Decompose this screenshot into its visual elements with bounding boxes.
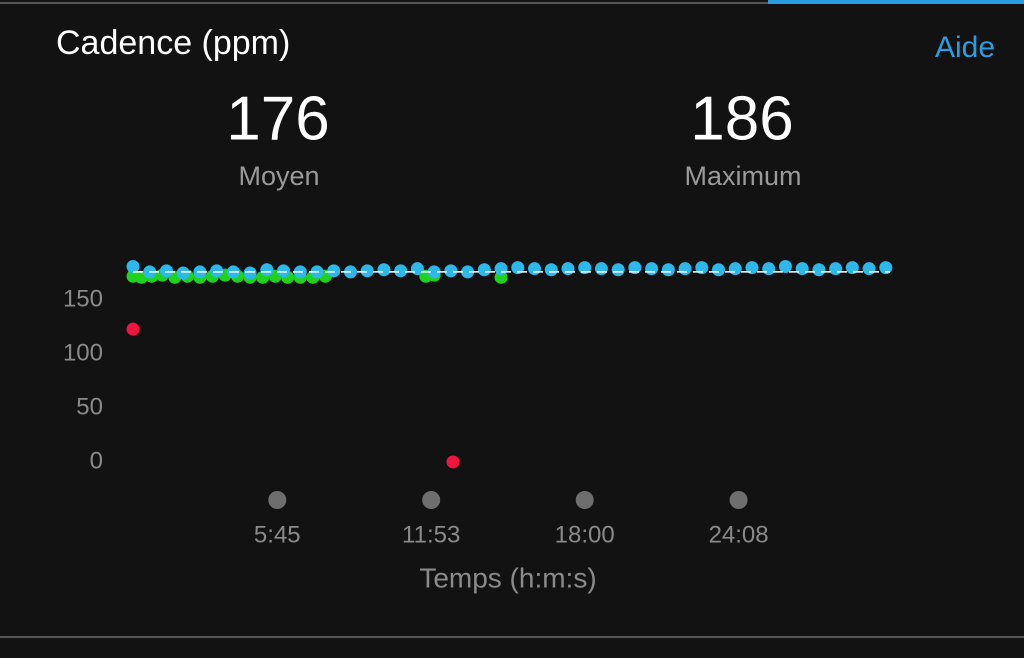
card-title: Cadence (ppm)	[56, 24, 290, 62]
data-point	[778, 260, 792, 274]
x-tick-dot	[729, 491, 748, 509]
data-point	[260, 263, 274, 277]
x-tick-label: 5:45	[254, 521, 301, 548]
x-tick-dot	[575, 491, 594, 509]
data-point	[159, 264, 173, 278]
data-point	[360, 264, 374, 278]
data-point	[795, 262, 809, 276]
x-axis-label: Temps (h:m:s)	[419, 562, 596, 593]
data-point	[578, 261, 592, 275]
data-point	[427, 265, 441, 279]
data-point	[410, 262, 424, 276]
data-point	[126, 322, 140, 336]
data-point	[243, 266, 257, 280]
data-point	[845, 261, 859, 275]
data-point	[544, 263, 558, 277]
data-point	[862, 262, 876, 276]
stat-value: 176	[226, 84, 329, 153]
data-point	[446, 455, 460, 469]
data-point	[511, 261, 525, 275]
data-point	[611, 263, 625, 277]
data-point	[126, 260, 140, 274]
data-point	[444, 264, 458, 278]
data-point	[628, 261, 642, 275]
data-point	[712, 263, 726, 277]
x-tick-label: 18:00	[555, 521, 615, 548]
x-tick-label: 11:53	[402, 521, 460, 548]
data-point	[812, 263, 826, 277]
data-point	[377, 263, 391, 277]
data-point	[461, 265, 475, 279]
stat-label: Moyen	[238, 161, 319, 191]
data-point	[477, 263, 491, 277]
data-point	[494, 262, 508, 276]
help-link[interactable]: Aide	[935, 31, 995, 64]
x-tick-dot	[268, 491, 287, 509]
data-point	[327, 264, 341, 278]
y-tick-label: 150	[63, 285, 103, 312]
data-point	[528, 262, 542, 276]
data-point	[594, 262, 608, 276]
stat-label: Maximum	[684, 161, 801, 191]
data-point	[695, 261, 709, 275]
data-point	[645, 262, 659, 276]
data-point	[762, 262, 776, 276]
data-point	[277, 264, 291, 278]
stat-value: 186	[690, 84, 793, 153]
data-point	[678, 262, 692, 276]
y-tick-label: 100	[63, 339, 103, 366]
data-point	[210, 264, 224, 278]
data-point	[745, 261, 759, 275]
data-point	[728, 262, 742, 276]
x-tick-label: 24:08	[709, 521, 769, 548]
y-tick-label: 50	[76, 393, 103, 420]
data-point	[829, 262, 843, 276]
data-point	[561, 262, 575, 276]
data-point	[879, 261, 893, 275]
data-point	[394, 264, 408, 278]
data-point	[176, 266, 190, 280]
data-point	[661, 263, 675, 277]
x-tick-dot	[422, 491, 441, 509]
y-tick-label: 0	[90, 447, 103, 474]
